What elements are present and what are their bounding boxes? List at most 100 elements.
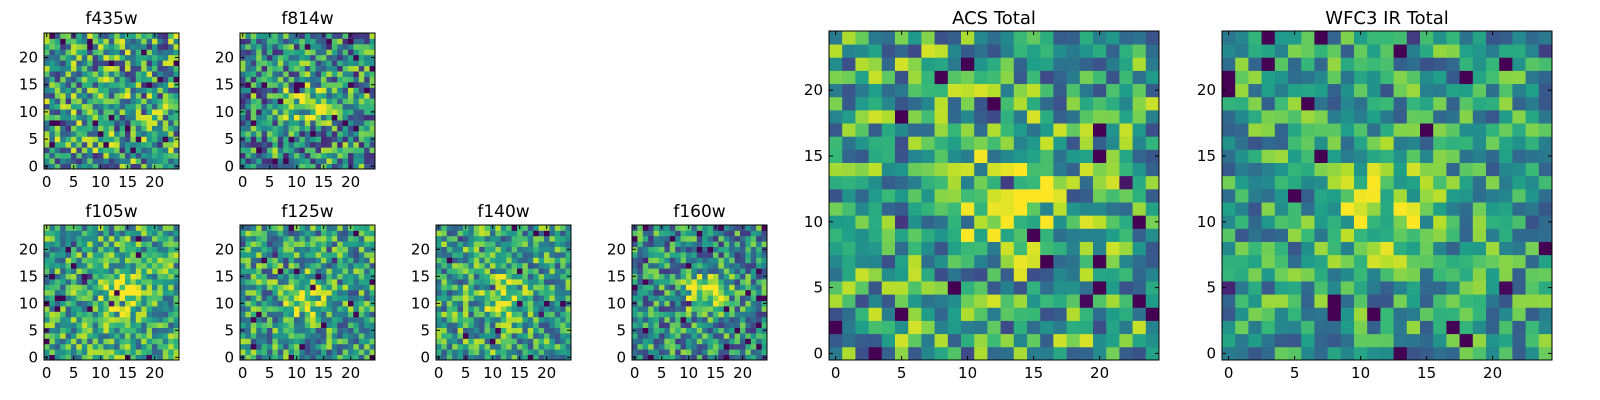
heatmap-cell — [277, 306, 284, 312]
heatmap-cell — [675, 252, 681, 258]
heatmap-cell — [261, 306, 268, 312]
heatmap-cell — [908, 175, 922, 190]
heatmap-cell — [560, 284, 566, 291]
heatmap-cell — [141, 33, 147, 39]
heatmap-cell — [135, 343, 142, 350]
heatmap-cell — [468, 268, 475, 274]
heatmap-cell — [729, 252, 735, 258]
heatmap-cell — [648, 354, 654, 361]
heatmap-cell — [855, 188, 869, 203]
heatmap-cell — [272, 343, 279, 350]
heatmap-cell — [348, 54, 354, 61]
heatmap-cell — [288, 147, 295, 154]
heatmap-cell — [527, 354, 534, 361]
heatmap-cell — [76, 273, 83, 280]
heatmap-cell — [81, 103, 88, 110]
heatmap-cell — [92, 152, 99, 159]
heatmap-cell — [245, 87, 252, 94]
heatmap-cell — [364, 349, 370, 355]
heatmap-cell — [1040, 202, 1054, 216]
heatmap-cell — [342, 76, 349, 83]
heatmap-cell — [146, 268, 153, 274]
heatmap-cell — [358, 268, 365, 274]
heatmap-cell — [653, 241, 660, 247]
heatmap-cell — [369, 49, 376, 56]
heatmap-cell — [157, 103, 164, 110]
heatmap-cell — [288, 120, 295, 126]
heatmap-cell — [1079, 294, 1094, 308]
heatmap-cell — [921, 109, 935, 124]
heatmap-cell — [294, 38, 300, 45]
heatmap-cell — [506, 289, 512, 296]
heatmap-cell — [1393, 294, 1408, 308]
heatmap-cell — [642, 241, 649, 247]
heatmap-cell — [544, 268, 550, 274]
heatmap-cell — [1106, 57, 1120, 71]
heatmap-cells — [1222, 31, 1553, 361]
heatmap-cell — [60, 246, 66, 253]
heatmap-cell — [103, 343, 110, 350]
heatmap-cell — [87, 349, 93, 355]
heatmap-cell — [283, 81, 289, 88]
heatmap-cell — [277, 311, 284, 318]
heatmap-cell — [130, 338, 137, 345]
heatmap-cell — [288, 136, 295, 143]
heatmap-cell — [908, 123, 922, 137]
heatmap-cell — [358, 136, 365, 143]
heatmap-cell — [522, 268, 529, 274]
heatmap-cell — [92, 354, 99, 361]
heatmap-cell — [1274, 228, 1289, 242]
heatmap-cell — [364, 49, 370, 56]
heatmap-cell — [98, 152, 104, 159]
heatmap-cell — [261, 114, 268, 121]
heatmap-cell — [756, 225, 762, 231]
heatmap-cell — [87, 130, 93, 137]
heatmap-cell — [71, 141, 77, 148]
heatmap-cell — [108, 230, 115, 237]
heatmap-cell — [331, 141, 338, 148]
heatmap-cell — [162, 152, 169, 159]
heatmap-cell — [358, 327, 365, 334]
heatmap-cell — [283, 130, 289, 137]
heatmap-cell — [342, 49, 349, 56]
heatmap-cell — [1274, 333, 1289, 348]
heatmap-cell — [947, 136, 962, 150]
heatmap-cell — [468, 322, 475, 328]
heatmap-cell — [326, 87, 333, 94]
heatmap-cell — [146, 109, 153, 115]
heatmap-cell — [740, 306, 746, 312]
heatmap-cell — [358, 152, 365, 159]
heatmap-cell — [855, 228, 869, 242]
heatmap-cell — [1040, 346, 1054, 361]
heatmap-cell — [65, 98, 72, 105]
heatmap-cell — [331, 262, 338, 269]
heatmap-cell — [92, 225, 99, 231]
heatmap-cell — [702, 327, 708, 334]
heatmap-cell — [479, 225, 485, 231]
heatmap-cell — [1406, 320, 1421, 335]
heatmap-cell — [76, 349, 83, 355]
panel-title: WFC3 IR Total — [1325, 8, 1448, 29]
heatmap-cell — [560, 257, 566, 264]
heatmap-cell — [648, 268, 654, 274]
heatmap-cell — [114, 136, 120, 143]
heatmap-cell — [479, 300, 485, 307]
heatmap-cell — [65, 43, 72, 50]
heatmap-cell — [321, 71, 327, 77]
heatmap-cell — [881, 307, 896, 321]
heatmap-cell — [125, 268, 131, 274]
heatmap-cell — [696, 257, 703, 264]
heatmap-cell — [829, 215, 843, 229]
heatmap-cell — [446, 354, 453, 361]
heatmap-cell — [500, 327, 507, 334]
heatmap-cell — [342, 120, 349, 126]
heatmap-cell — [250, 230, 257, 237]
heatmap-cell — [135, 273, 142, 280]
heatmap-cell — [527, 279, 534, 285]
heatmap-cell — [108, 235, 115, 242]
heatmap-cell — [108, 141, 115, 148]
heatmap-cell — [358, 354, 365, 361]
heatmap-cell — [157, 65, 164, 72]
heatmap-cell — [974, 44, 988, 58]
heatmap-cell — [506, 349, 512, 355]
